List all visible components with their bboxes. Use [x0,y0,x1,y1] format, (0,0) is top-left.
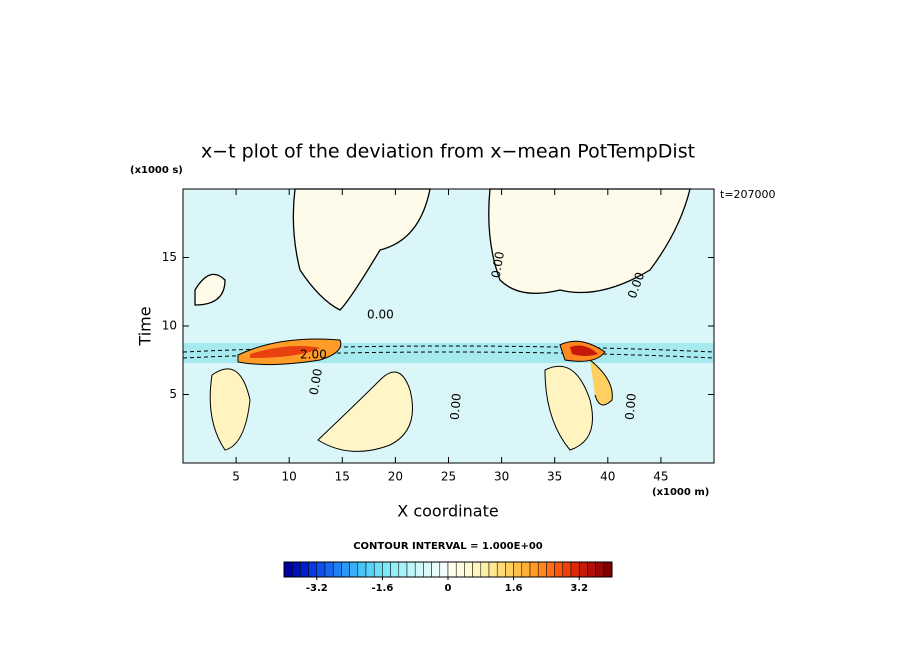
colorbar-box [480,561,490,578]
x-tick-label: 30 [494,470,509,484]
warm-region [250,346,320,358]
chart-title: x−t plot of the deviation from x−mean Po… [201,141,695,163]
contour-line [182,351,715,359]
colorbar-box [546,561,555,578]
colorbar-box [406,561,416,578]
colorbar-box [472,561,482,578]
colorbar-box [300,561,309,578]
annotation: t=207000 [720,188,776,201]
colorbar-box [431,561,441,578]
colorbar-box [283,561,293,578]
colorbar-box [587,561,596,578]
contour-region [488,188,691,294]
colorbar-box [464,561,473,578]
colorbar-box [332,561,342,578]
contour-label: 0.00 [367,308,394,322]
contour-label: 0.00 [623,393,639,421]
colorbar-box [349,561,359,578]
y-tick-label: 10 [162,319,177,333]
colorbar-box [505,561,514,578]
x-tick-label: 25 [441,470,456,484]
x-tick-label: 15 [335,470,350,484]
colorbar-box [439,561,449,578]
colorbar-box [316,561,326,578]
x-axis-label: X coordinate [397,502,498,521]
x-tick-label: 5 [232,470,240,484]
x-tick-label: 10 [282,470,297,484]
contour-label: 0.00 [448,393,464,421]
colorbar-box [496,561,506,578]
contour-region [292,188,431,311]
colorbar-box [365,561,375,578]
contour-interval: CONTOUR INTERVAL = 1.000E+00 [353,541,543,552]
colorbar-box [455,561,465,578]
x-tick-label: 20 [388,470,403,484]
warm-region [570,345,598,356]
colorbar-box [521,561,531,578]
colorbar-box [308,561,318,578]
contour-region [209,368,251,451]
field [182,188,715,463]
x-tick-label: 40 [600,470,615,484]
colorbar-tick-label: -1.6 [371,583,393,594]
colorbar-box [578,561,588,578]
y-unit: (x1000 s) [130,165,183,176]
colorbar-box [537,561,547,578]
y-tick-label: 15 [162,250,177,264]
colorbar-box [447,561,457,578]
colorbar-box [324,561,334,578]
colorbar-box [570,561,580,578]
colorbar-box [423,561,432,578]
contour-region [544,365,593,451]
contour-label: 0.00 [489,250,507,279]
colorbar-box [595,561,605,578]
y-axis-label: Time [136,306,155,346]
colorbar-box [373,561,383,578]
y-tick-label: 5 [169,387,177,401]
colorbar-box [390,561,400,578]
colorbar-box [562,561,572,578]
colorbar-tick-label: 1.6 [505,583,523,594]
colorbar-box [513,561,523,578]
colorbar-box [398,561,408,578]
colorbar-tick-label: -3.2 [306,583,328,594]
x-tick-label: 35 [547,470,562,484]
colorbar-box [529,561,539,578]
colorbar-box [291,561,301,578]
contour-label: 2.00 [300,348,327,362]
contour-region [317,371,413,452]
colorbar-tick-label: 0 [445,583,452,594]
contour-line [589,359,613,406]
x-unit: (x1000 m) [652,487,709,498]
colorbar-tick-label: 3.2 [570,583,588,594]
colorbar-box [488,561,498,578]
colorbar-box [382,561,391,578]
x-tick-label: 45 [653,470,668,484]
colorbar-box [603,561,613,578]
colorbar-box [414,561,424,578]
colorbar-box [357,561,367,578]
colorbar-box [341,561,350,578]
colorbar-box [554,561,564,578]
contour-label: 0.00 [307,367,325,396]
contour-line [182,345,715,353]
contour-region [194,273,226,306]
